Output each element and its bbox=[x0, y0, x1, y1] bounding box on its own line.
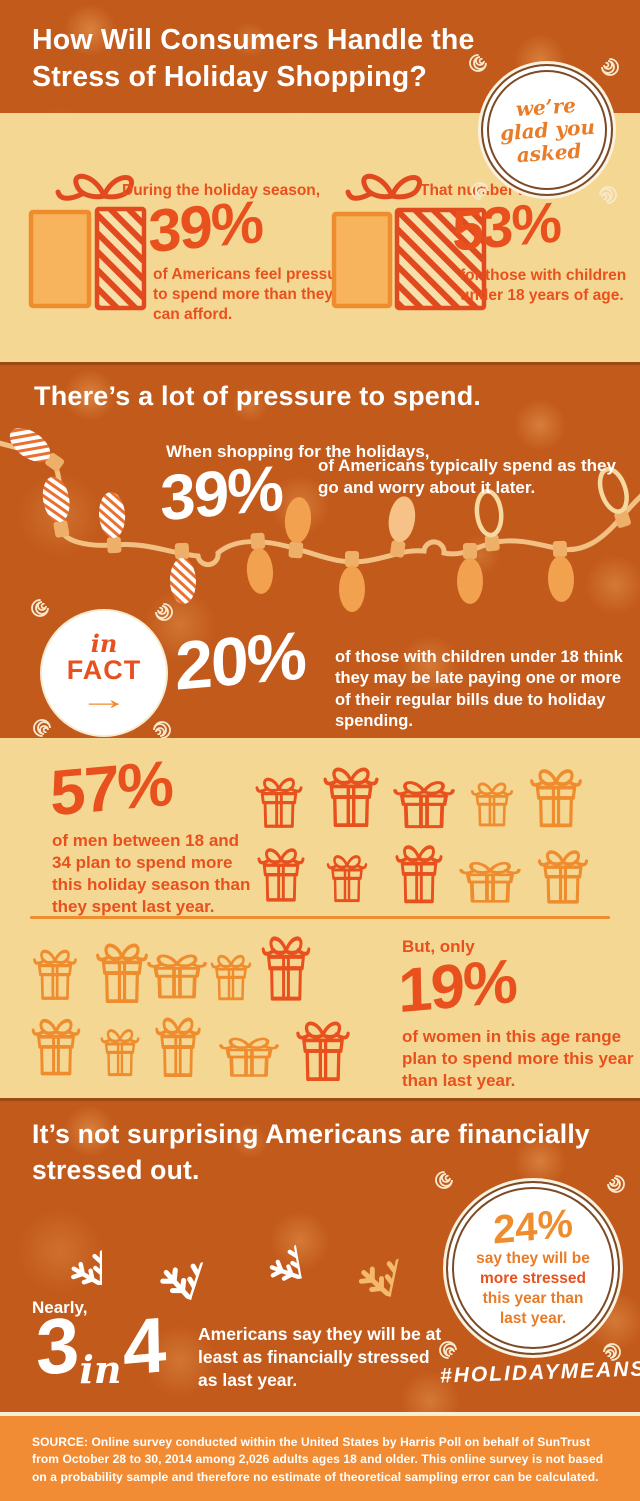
swirl-ornament-icon bbox=[604, 1173, 628, 1197]
glad-you-asked-badge: we’re glad you asked bbox=[481, 64, 613, 196]
stat-desc: of Americans feel pressure to spend more… bbox=[153, 266, 352, 324]
swirl-ornament-icon bbox=[468, 178, 492, 202]
in-fact-badge: in FACT → bbox=[40, 609, 168, 737]
gift-icon bbox=[256, 924, 316, 1006]
gift-bar-icon bbox=[331, 173, 487, 311]
ratio-figure: 3 in 4 bbox=[35, 1300, 166, 1392]
swirl-ornament-icon bbox=[598, 56, 622, 80]
stat-intro: When shopping for the holidays, bbox=[166, 442, 430, 461]
gift-icon bbox=[250, 768, 308, 832]
section-title: There’s a lot of pressure to spend. bbox=[34, 381, 482, 411]
stat-value: 39% bbox=[159, 451, 283, 535]
snowflake-icon bbox=[111, 1194, 217, 1300]
stat-value: 19% bbox=[397, 946, 517, 1027]
snowflake-icon bbox=[28, 1211, 102, 1285]
source-text: Online survey conducted within the Unite… bbox=[32, 1435, 604, 1484]
gift-icon bbox=[140, 946, 214, 1002]
swirl-ornament-icon bbox=[432, 1169, 456, 1193]
gift-icon bbox=[452, 854, 528, 906]
stat-desc: of Americans typically spend as they go … bbox=[318, 456, 616, 498]
stat-value: 20% bbox=[174, 617, 306, 705]
swirl-ornament-icon bbox=[600, 1339, 624, 1363]
gift-icon bbox=[390, 834, 448, 908]
stat-desc: of those with children under 18 think th… bbox=[335, 648, 623, 731]
badge-line: last year. bbox=[499, 1310, 567, 1328]
more-stressed-badge: 24% say they will be more stressed this … bbox=[446, 1181, 620, 1355]
ratio-numerator: 3 bbox=[35, 1300, 79, 1392]
gift-icon bbox=[28, 940, 82, 1004]
financial-stress-section: It’s not surprising Americans are financ… bbox=[0, 1098, 640, 1412]
stat-desc: Americans say they will be at least as f… bbox=[198, 1324, 442, 1390]
gift-icon bbox=[322, 846, 372, 906]
gift-icon bbox=[206, 946, 256, 1004]
stat-intro: During the holiday season, bbox=[122, 182, 321, 199]
source-note: SOURCE: Online survey conducted within t… bbox=[32, 1434, 612, 1486]
stat-value: 39% bbox=[147, 187, 263, 266]
gift-icon bbox=[524, 758, 588, 832]
pressure-to-spend-section: There’s a lot of pressure to spend. bbox=[0, 362, 640, 738]
afford-pressure-section: During the holiday season, 39% of Americ… bbox=[0, 113, 640, 362]
gift-icon bbox=[532, 840, 594, 908]
gift-icon bbox=[290, 1010, 356, 1086]
ratio-word: in bbox=[79, 1347, 122, 1392]
swirl-ornament-icon bbox=[466, 52, 490, 76]
swirl-ornament-icon bbox=[596, 182, 620, 206]
ratio-denominator: 4 bbox=[122, 1300, 166, 1392]
stat-intro: Nearly, bbox=[32, 1298, 88, 1317]
gift-icon bbox=[212, 1030, 286, 1080]
gift-icon bbox=[26, 1008, 86, 1080]
stat-value: 53% bbox=[451, 190, 561, 264]
arrow-right-icon: → bbox=[78, 682, 130, 716]
fact-word: FACT bbox=[66, 654, 142, 685]
fact-word: in bbox=[90, 629, 118, 659]
badge-line: say they will be bbox=[476, 1249, 590, 1267]
stat-intro: But, only bbox=[402, 937, 475, 956]
stat-value: 24% bbox=[492, 1201, 574, 1253]
snowflake-icon bbox=[310, 1199, 407, 1296]
header-section: How Will Consumers Handle the Stress of … bbox=[0, 0, 640, 113]
stat-desc: for those with children under 18 years o… bbox=[460, 267, 627, 305]
christmas-lights-icon bbox=[0, 421, 640, 612]
source-label: SOURCE: bbox=[32, 1435, 89, 1449]
snowflake-icon bbox=[218, 1207, 301, 1290]
page-title: How Will Consumers Handle the Stress of … bbox=[32, 24, 475, 94]
gift-icon bbox=[466, 774, 518, 830]
badge-line: this year than bbox=[482, 1290, 584, 1307]
stat-desc: of men between 18 and 34 plan to spend m… bbox=[52, 831, 251, 917]
swirl-ornament-icon bbox=[30, 715, 54, 738]
gift-icon bbox=[386, 772, 462, 832]
spend-more-section: 57% of men between 18 and 34 plan to spe… bbox=[0, 738, 640, 1098]
divider-line bbox=[30, 916, 610, 919]
swirl-ornament-icon bbox=[28, 597, 52, 621]
stat-desc: of women in this age range plan to spend… bbox=[402, 1027, 634, 1091]
gift-icon bbox=[252, 838, 310, 906]
gift-icon bbox=[317, 756, 385, 832]
swirl-ornament-icon bbox=[436, 1337, 460, 1361]
gift-icon bbox=[150, 1006, 206, 1082]
gift-bar-icon bbox=[28, 173, 147, 311]
badge-line: more stressed bbox=[480, 1269, 586, 1287]
section-title: It’s not surprising Americans are financ… bbox=[32, 1119, 590, 1185]
swirl-ornament-icon bbox=[150, 717, 174, 738]
swirl-ornament-icon bbox=[152, 601, 176, 625]
source-footer: SOURCE: Online survey conducted within t… bbox=[0, 1412, 640, 1501]
gift-icon bbox=[96, 1020, 144, 1080]
stat-value: 57% bbox=[49, 746, 173, 830]
